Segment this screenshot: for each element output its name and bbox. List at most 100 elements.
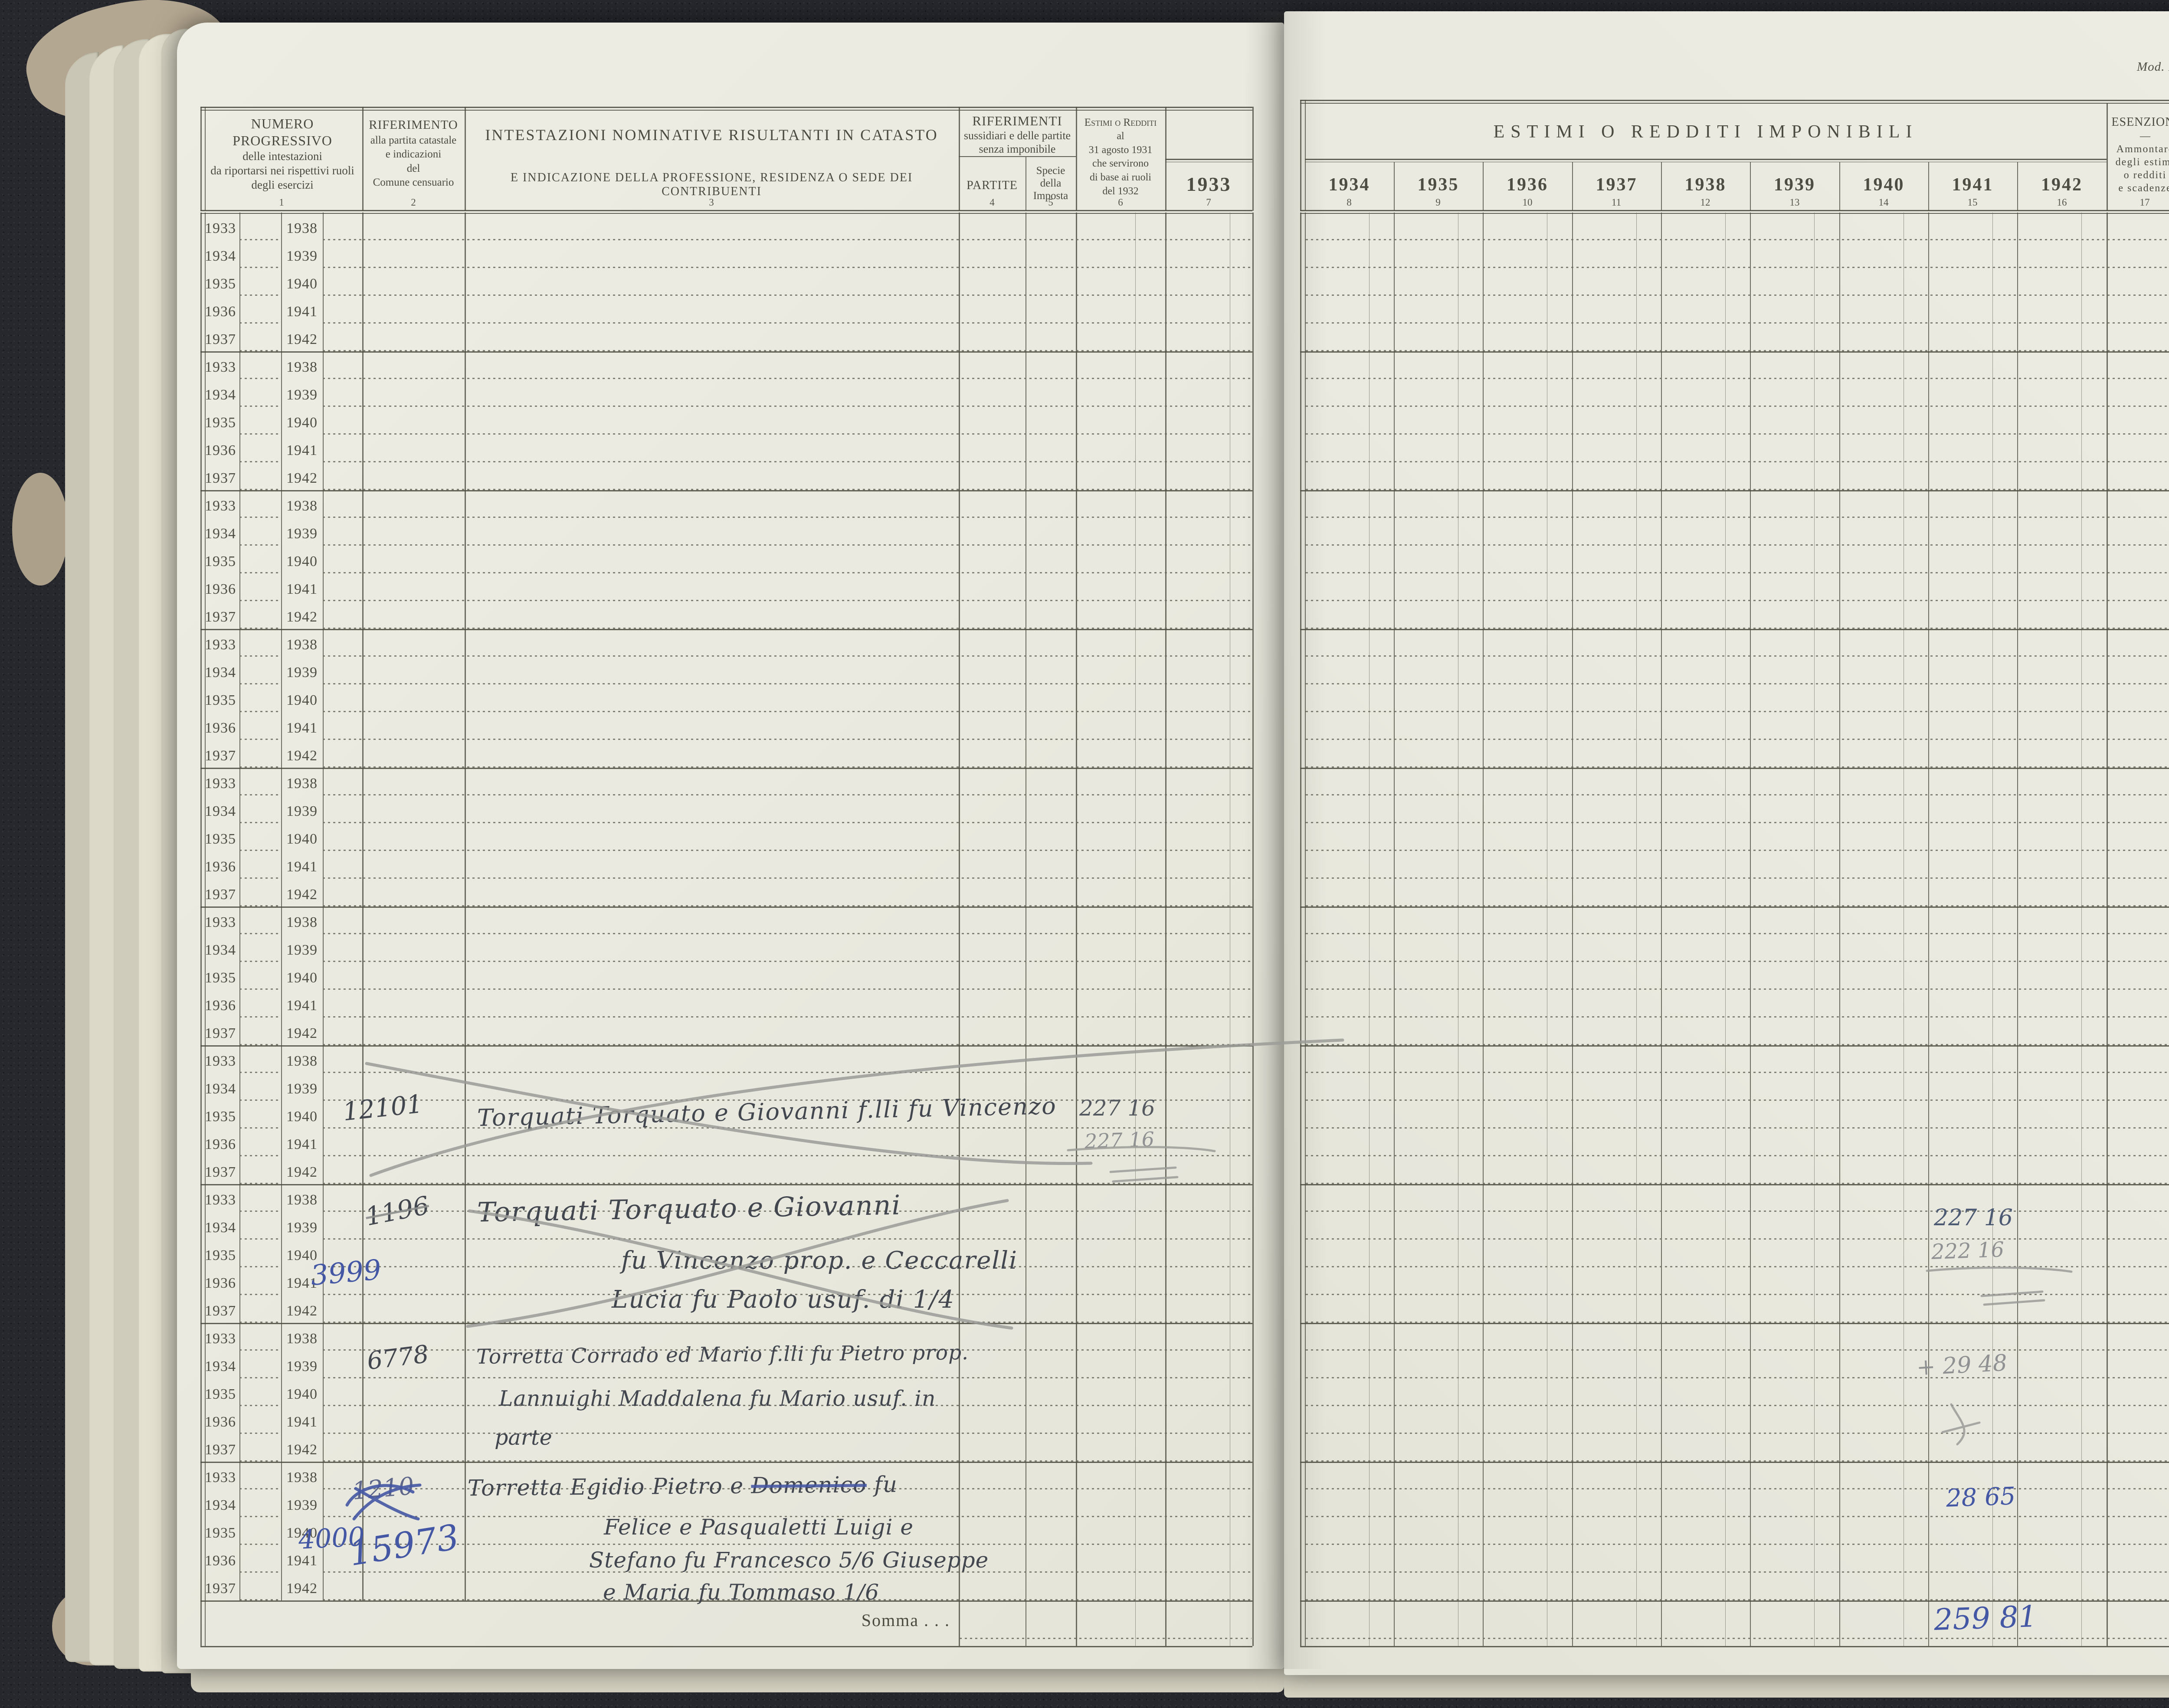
right-page [1284, 11, 2169, 1675]
grid-dotted-rule [363, 1433, 1252, 1434]
grid-vline-thin [2081, 213, 2082, 351]
grid-vline-thin [1636, 1045, 1637, 1184]
grid-vline [1928, 1600, 1929, 1646]
grid-vline [1252, 213, 1254, 351]
grid-vline [1928, 351, 1929, 490]
grid-vline-thin [1369, 768, 1370, 906]
grid-dotted-rule [323, 628, 362, 629]
header-line: degli esercizi [251, 178, 314, 191]
grid-dotted-rule [239, 1433, 281, 1434]
grid-vline [1572, 351, 1573, 490]
grid-dotted-rule [363, 1183, 1252, 1184]
grid-vline [200, 1600, 202, 1646]
grid-dotted-rule [1306, 1322, 2169, 1323]
grid-vline [1483, 1462, 1484, 1600]
grid-vline [1305, 213, 1306, 351]
grid-dotted-rule [1306, 1211, 2169, 1212]
grid-vline-thin [1135, 213, 1136, 351]
entry-1941-value: 28 65 [1945, 1482, 2016, 1513]
grid-vline [959, 107, 960, 211]
grid-dotted-rule [239, 1488, 281, 1489]
grid-dotted-rule [323, 1099, 362, 1101]
grid-hline [1300, 1646, 2169, 1647]
grid-dotted-rule [239, 1238, 281, 1240]
grid-dotted-rule [323, 766, 362, 768]
row-year-label: 1936 [205, 1136, 236, 1152]
grid-vline [2107, 1323, 2108, 1462]
grid-vline [239, 1462, 240, 1600]
grid-vline [2107, 1045, 2108, 1184]
grid-dotted-rule [1306, 933, 2169, 934]
header-year-label: 1937 [1596, 175, 1638, 195]
grid-dotted-rule [1306, 877, 2169, 879]
grid-vline [2017, 1600, 2018, 1646]
grid-vline [323, 490, 324, 629]
grid-vline-thin [1992, 906, 1993, 1045]
grid-vline [1750, 351, 1751, 490]
grid-dotted-rule [363, 988, 1252, 990]
grid-dotted-rule [323, 267, 362, 268]
header-line: al [1117, 131, 1124, 142]
grid-vline [200, 213, 202, 351]
header-col4-partite: PARTITE [967, 179, 1018, 192]
page-under-edge-bottom-left [191, 1665, 1284, 1692]
grid-dotted-rule [239, 933, 281, 934]
grid-vline [1394, 906, 1395, 1045]
row-year-label: 1934 [205, 664, 236, 681]
header-column-number: 12 [1700, 197, 1710, 208]
row-year-label: 1939 [286, 1358, 318, 1374]
grid-dotted-rule [1306, 1266, 2169, 1267]
grid-dotted-rule [239, 322, 281, 324]
grid-dotted-rule [239, 572, 281, 573]
grid-hline [200, 629, 1252, 630]
grid-vline [205, 490, 206, 629]
grid-vline [2107, 351, 2108, 490]
grid-vline-thin [1135, 906, 1136, 1045]
grid-vline [1483, 1323, 1484, 1462]
row-year-label: 1938 [286, 359, 318, 375]
grid-vline [1252, 1462, 1254, 1600]
grid-dotted-rule [323, 1016, 362, 1018]
grid-dotted-rule [1306, 766, 2169, 768]
grid-vline-thin [1369, 490, 1370, 629]
grid-hline [1300, 1184, 2169, 1185]
header-column-number: 8 [1347, 197, 1352, 208]
header-line: Comune censuario [373, 177, 454, 189]
grid-hline [1305, 159, 2107, 160]
grid-dotted-rule [363, 489, 1252, 490]
grid-vline-thin [2081, 1184, 2082, 1323]
grid-vline-thin [1814, 629, 1815, 768]
header-line: che servirono [1092, 158, 1149, 170]
grid-dotted-rule [323, 572, 362, 573]
grid-dotted-rule [323, 1377, 362, 1378]
grid-vline [1928, 490, 1929, 629]
grid-vline-thin [1814, 906, 1815, 1045]
row-year-label: 1942 [286, 748, 318, 764]
grid-hline [959, 156, 1076, 157]
grid-dotted-rule [363, 1488, 1252, 1489]
grid-dotted-rule [323, 1516, 362, 1517]
grid-dotted-rule [1306, 489, 2169, 490]
grid-vline-thin [1135, 1600, 1136, 1646]
header-right-title-estimi-imponibili: ESTIMI O REDDITI IMPONIBILI [1493, 122, 1918, 142]
grid-vline [1750, 1323, 1751, 1462]
grid-vline-thin [1135, 490, 1136, 629]
grid-vline [1300, 1045, 1301, 1184]
grid-vline [200, 768, 202, 906]
grid-vline [281, 1323, 282, 1462]
page-under-edge-bottom-right [1284, 1672, 2169, 1698]
grid-vline-thin [1369, 1045, 1370, 1184]
grid-vline [362, 490, 364, 629]
header-col1-numero-progressivo: NUMERO PROGRESSIVO delle intestazioni da… [203, 115, 362, 192]
grid-dotted-rule [363, 1571, 1252, 1573]
grid-vline [1661, 1600, 1662, 1646]
grid-dotted-rule [239, 711, 281, 712]
grid-dotted-rule [363, 850, 1252, 851]
header-col3-intestazioni-subtitle: E INDICAZIONE DELLA PROFESSIONE, RESIDEN… [510, 171, 913, 198]
entry-name-part: Torretta Egidio Pietro e [467, 1473, 751, 1502]
row-year-label: 1939 [286, 1220, 318, 1236]
grid-vline [205, 1600, 206, 1646]
grid-vline-thin [1636, 768, 1637, 906]
grid-vline [281, 1462, 282, 1600]
grid-vline [1252, 490, 1254, 629]
